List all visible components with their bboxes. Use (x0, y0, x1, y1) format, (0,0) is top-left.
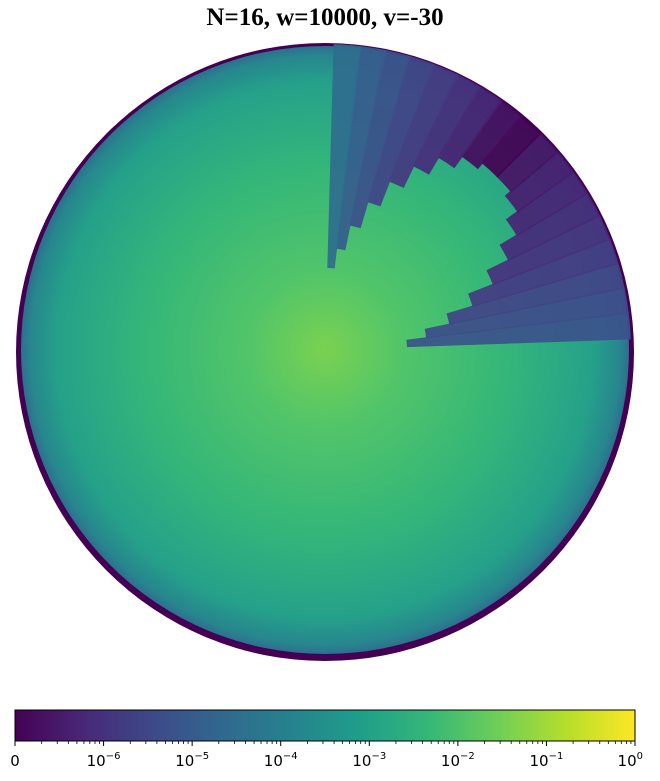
wedge-sector (504, 149, 576, 213)
low-value-wedges (327, 44, 631, 348)
colorbar: 0 10−6 10−5 10−4 10−3 10−2 10−1 100 (10, 709, 643, 770)
colorbar-tick-label: 10−6 (87, 751, 121, 770)
wedge-sector (437, 83, 504, 169)
wedge-sector (481, 113, 543, 178)
wedge-sector (499, 191, 603, 262)
chart-title: N=16, w=10000, v=-30 (206, 4, 444, 31)
colorbar-ticks: 0 10−6 10−5 10−4 10−3 10−2 10−1 100 (10, 741, 643, 770)
wedge-sector (496, 130, 561, 193)
wedge-sector (505, 169, 590, 237)
wedge-sector (424, 286, 631, 338)
colorbar-tick-label: 10−4 (264, 751, 298, 770)
wedge-sector (486, 213, 613, 286)
wedge-sector (367, 53, 436, 207)
wedge-sector (336, 44, 387, 251)
wedge-sector (460, 97, 524, 170)
wedge-sector (412, 71, 483, 175)
colorbar-tick-label: 10−5 (175, 751, 209, 770)
wedge-sector (468, 237, 621, 307)
polar-heatmap (16, 43, 634, 661)
wedge-sector (327, 44, 362, 269)
disk-field (21, 46, 629, 654)
colorbar-tick-label: 10−1 (530, 751, 564, 770)
colorbar-tick-label: 100 (618, 751, 643, 770)
colorbar-fill (14, 709, 636, 742)
wedge-sector (349, 47, 412, 229)
wedge-sector (406, 311, 631, 348)
wedge-sector (446, 261, 627, 325)
colorbar-tick-label: 10−2 (441, 751, 475, 770)
colorbar-tick-label: 10−3 (352, 751, 386, 770)
wedge-sector (388, 61, 460, 188)
colorbar-tick-label: 0 (10, 752, 20, 770)
